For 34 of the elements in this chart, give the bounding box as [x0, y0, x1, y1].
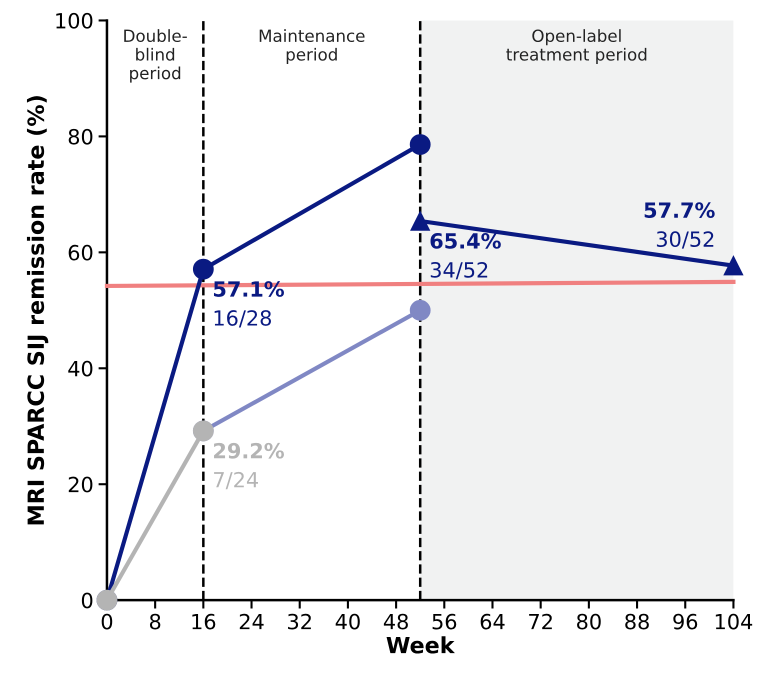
x-axis-title: Week	[386, 636, 455, 654]
x-tick-label: 48	[384, 614, 408, 630]
y-tick-label: 80	[68, 128, 92, 145]
y-tick-label: 0	[82, 592, 92, 608]
x-tick-label: 0	[102, 614, 112, 630]
point	[192, 258, 214, 280]
annotation: Double- blind period	[124, 29, 187, 83]
point	[410, 300, 431, 321]
data-label: 57.1% 16/28	[214, 281, 284, 328]
x-tick-label: 40	[336, 614, 360, 630]
y-tick-label: 60	[68, 244, 92, 261]
x-tick-label: 24	[240, 614, 264, 630]
x-tick-label: 56	[432, 614, 456, 630]
annotation: Maintenance period	[260, 29, 365, 64]
x-tick-label: 32	[288, 614, 311, 630]
data-label: 29.2% 7/24	[214, 442, 284, 490]
x-tick-label: 80	[577, 614, 601, 630]
point	[410, 134, 431, 155]
x-tick-label: 96	[673, 614, 698, 630]
y-tick-label: 40	[68, 360, 92, 376]
data-label: 57.7% 30/52	[644, 202, 715, 249]
y-tick-label: 100	[56, 12, 92, 29]
x-tick-label: 64	[480, 614, 505, 630]
y-axis-title: MRI SPARCC SIJ remission rate (%)	[26, 96, 48, 524]
x-tick-label: 72	[529, 614, 552, 630]
x-tick-label: 104	[716, 614, 752, 630]
x-tick-label: 16	[192, 614, 216, 630]
x-tick-label: 8	[150, 614, 160, 630]
annotation: Open-label treatment period	[506, 29, 646, 64]
point	[724, 256, 744, 276]
data-label: 65.4% 34/52	[430, 233, 501, 280]
y-tick-label: 20	[68, 476, 92, 492]
x-tick-label: 88	[625, 614, 649, 630]
point	[410, 211, 430, 231]
